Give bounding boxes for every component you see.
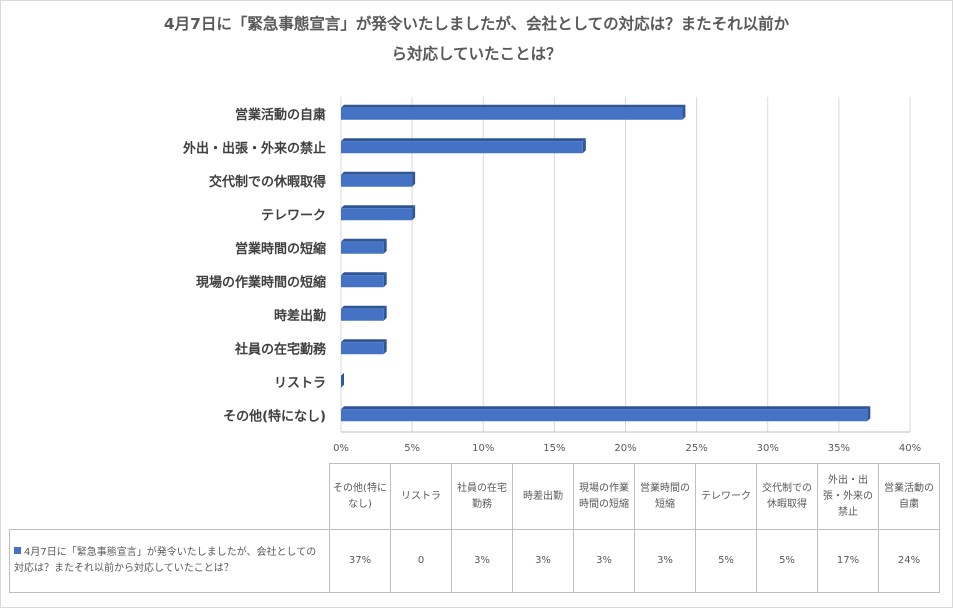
legend-swatch (14, 547, 21, 554)
table-value-cell: 3% (634, 529, 696, 593)
x-tick-label: 35% (828, 443, 850, 454)
bar-side-face (383, 238, 387, 254)
category-label: 時差出勤 (274, 308, 326, 324)
bar (341, 375, 342, 388)
table-value-cell: 3% (512, 529, 574, 593)
data-table: その他(特になし) リストラ 社員の在宅勤務 時差出勤 現場の作業時間の短縮 営業時間の短… (9, 463, 940, 593)
bar-side-face (383, 272, 387, 288)
x-tick-label: 5% (404, 443, 420, 454)
bar-side-face (682, 104, 686, 120)
table-header-cell: 社員の在宅勤務 (451, 463, 513, 530)
bar-side-face (341, 372, 344, 388)
x-tick-label: 40% (899, 443, 921, 454)
bar-top-face (341, 138, 586, 142)
bar (341, 342, 384, 355)
chart-title-line-1: 4月7日に「緊急事態宣言」が発令いたしましたが、会社としての対応は？またそれ以前… (163, 15, 790, 33)
series-label-cell: 4月7日に「緊急事態宣言」が発令いたしましたが、会社としての対応は？またそれ以前… (9, 529, 330, 593)
x-tick-label: 30% (757, 443, 779, 454)
category-label: 営業時間の短縮 (235, 241, 326, 257)
bar (341, 141, 583, 154)
category-label: 外出・出張・外来の禁止 (182, 140, 326, 156)
table-header-cell: その他(特になし) (329, 463, 391, 530)
table-value-cell: 3% (573, 529, 635, 593)
table-header-row: その他(特になし) リストラ 社員の在宅勤務 時差出勤 現場の作業時間の短縮 営業時間の短… (9, 463, 940, 530)
bar-side-face (582, 138, 586, 154)
bar (341, 409, 868, 422)
bar-chart: 0% 5% 10% 15% 20% 25% 30% 35% 40% 営業活動の自粛外出・出張・外来… (182, 97, 921, 454)
table-value-cell: 17% (817, 529, 879, 593)
category-label: リストラ (274, 376, 326, 391)
bar-top-face (341, 272, 387, 276)
bar-top-face (341, 104, 686, 108)
table-value-cell: 0 (390, 529, 452, 593)
x-tick-label: 25% (686, 443, 708, 454)
bar-top-face (341, 238, 387, 242)
table-header-cell: リストラ (390, 463, 452, 530)
table-value-cell: 24% (878, 529, 940, 593)
bar (341, 275, 384, 288)
category-label: テレワーク (261, 208, 326, 223)
category-label: 社員の在宅勤務 (234, 341, 327, 357)
bar (341, 308, 384, 321)
chart-title-line-2: ら対応していたことは？ (391, 45, 562, 63)
table-corner (9, 463, 330, 530)
bar-top-face (341, 305, 387, 309)
table-header-cell: 営業活動の自粛 (878, 463, 940, 530)
bar-top-face (341, 205, 416, 209)
bar (341, 174, 413, 187)
x-tick-label: 15% (543, 443, 565, 454)
table-value-cell: 37% (329, 529, 391, 593)
bar-side-face (412, 205, 416, 221)
bar (341, 241, 384, 254)
bar (341, 107, 683, 120)
category-label: 交代制での休暇取得 (209, 174, 326, 190)
table-header-cell: 時差出勤 (512, 463, 574, 530)
category-label: 現場の作業時間の短縮 (196, 274, 326, 290)
bar-top-face (341, 171, 416, 175)
category-label: 営業活動の自粛 (235, 107, 326, 123)
table-header-cell: 外出・出張・外来の禁止 (817, 463, 879, 530)
table-header-cell: 営業時間の短縮 (634, 463, 696, 530)
bar-top-face (341, 339, 387, 343)
table-header-cell: 交代制での休暇取得 (756, 463, 818, 530)
table-value-cell: 5% (756, 529, 818, 593)
bar-side-face (867, 406, 871, 422)
series-label: 4月7日に「緊急事態宣言」が発令いたしましたが、会社としての対応は？またそれ以前… (14, 547, 317, 574)
bar-top-face (341, 406, 871, 410)
bar (341, 208, 413, 221)
table-header-cell: テレワーク (695, 463, 757, 530)
x-tick-label: 10% (472, 443, 494, 454)
table-header-cell: 現場の作業時間の短縮 (573, 463, 635, 530)
bar-side-face (383, 305, 387, 321)
category-label: その他(特になし) (223, 408, 326, 424)
table-value-cell: 3% (451, 529, 513, 593)
x-tick-label: 20% (614, 443, 636, 454)
x-tick-label: 0% (333, 443, 349, 454)
table-value-cell: 5% (695, 529, 757, 593)
table-row: 4月7日に「緊急事態宣言」が発令いたしましたが、会社としての対応は？またそれ以前… (9, 529, 940, 593)
bar-side-face (412, 171, 416, 187)
bar-side-face (383, 339, 387, 355)
